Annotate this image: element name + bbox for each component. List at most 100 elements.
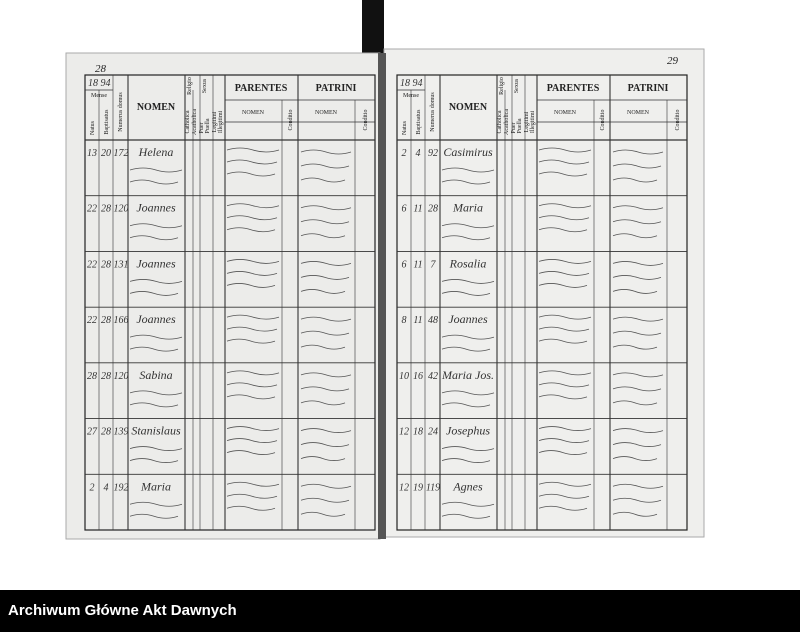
handwriting (612, 511, 658, 517)
handwriting (612, 275, 662, 280)
handwriting (538, 283, 588, 288)
handwriting (612, 177, 658, 183)
baptisatus: 18 (413, 427, 423, 438)
column-label: Conditio (600, 109, 606, 130)
nomen-header: NOMEN (449, 102, 488, 113)
handwriting (612, 330, 662, 336)
nomen: Casimirus (443, 145, 493, 159)
handwriting (129, 279, 183, 284)
patrini-nomen: NOMEN (315, 110, 338, 116)
column-label: Conditio (363, 109, 369, 130)
handwriting (538, 271, 590, 276)
column-label: Puella (517, 118, 523, 133)
handwriting (538, 438, 590, 443)
handwriting (538, 481, 592, 487)
handwriting (129, 167, 183, 173)
handwriting (612, 372, 664, 378)
domus: 131 (114, 259, 129, 270)
gutter (378, 53, 386, 539)
handwriting (612, 163, 662, 169)
handwriting (538, 326, 590, 332)
baptisatus: 4 (416, 148, 421, 159)
domus: 139 (114, 427, 129, 438)
handwriting (441, 513, 491, 519)
domus: 24 (428, 427, 438, 438)
handwriting (441, 346, 491, 352)
handwriting (300, 372, 352, 378)
column-label: Illegitimi (530, 111, 536, 134)
column-label: Legitimi (212, 111, 218, 132)
handwriting (300, 400, 346, 406)
handwriting (441, 179, 491, 185)
column-label: Illegitimi (218, 111, 224, 134)
handwriting (226, 382, 278, 388)
handwriting (129, 458, 179, 463)
footer-bar: Archiwum Główne Akt Dawnych (0, 590, 800, 632)
handwriting (300, 456, 346, 461)
handwriting (612, 456, 658, 461)
domus: 120 (114, 204, 129, 215)
column-label: Baptisatus (416, 109, 422, 135)
handwriting (538, 493, 590, 499)
handwriting (300, 316, 352, 322)
handwriting (441, 446, 495, 451)
handwriting (129, 291, 179, 296)
column-label: Baptisatus (104, 109, 110, 135)
handwriting (300, 261, 352, 266)
handwriting (538, 159, 590, 165)
mense-label: Mense (403, 93, 419, 99)
footer-text: Archiwum Główne Akt Dawnych (8, 602, 237, 619)
handwriting (300, 497, 350, 503)
handwriting (300, 386, 350, 392)
handwriting (538, 394, 588, 400)
column-label: Numerus domus (118, 92, 124, 132)
baptisatus: 11 (413, 259, 422, 270)
baptisatus: 11 (413, 315, 422, 326)
natus: 6 (402, 204, 407, 215)
domus: 166 (114, 315, 129, 326)
column-label: Natus (402, 120, 408, 135)
handwriting (612, 316, 664, 322)
handwriting (538, 259, 592, 264)
handwriting (441, 279, 495, 284)
handwriting (300, 289, 346, 294)
handwriting (300, 330, 350, 336)
handwriting (129, 402, 179, 408)
handwriting (226, 394, 276, 400)
nomen: Agnes (452, 479, 483, 493)
handwriting (226, 370, 280, 376)
domus: 192 (114, 482, 129, 493)
handwriting (129, 179, 179, 185)
handwriting (538, 314, 592, 320)
handwriting (612, 219, 662, 225)
column-label: Acatholica (192, 109, 198, 135)
handwriting (129, 235, 179, 241)
handwriting (441, 334, 495, 340)
handwriting (226, 338, 276, 344)
handwriting (612, 497, 662, 503)
handwriting (300, 219, 350, 225)
handwriting (300, 163, 350, 169)
domus: 119 (426, 482, 440, 493)
natus: 12 (399, 482, 409, 493)
handwriting (226, 147, 280, 153)
handwriting (226, 215, 278, 221)
handwriting (226, 227, 276, 233)
handwriting (538, 450, 588, 455)
handwriting (612, 344, 658, 350)
natus: 2 (90, 482, 95, 493)
nomen: Stanislaus (131, 424, 181, 438)
natus: 10 (399, 371, 409, 382)
domus: 48 (428, 315, 438, 326)
column-label: Acatholica (504, 109, 510, 135)
handwriting (300, 275, 350, 280)
handwriting (612, 261, 664, 266)
handwriting (226, 326, 278, 332)
natus: 22 (87, 315, 97, 326)
nomen: Joannes (136, 312, 176, 326)
natus: 28 (87, 371, 97, 382)
handwriting (226, 314, 280, 320)
handwriting (538, 370, 592, 376)
parentes-nomen: NOMEN (242, 110, 265, 116)
nomen: Joannes (136, 256, 176, 270)
